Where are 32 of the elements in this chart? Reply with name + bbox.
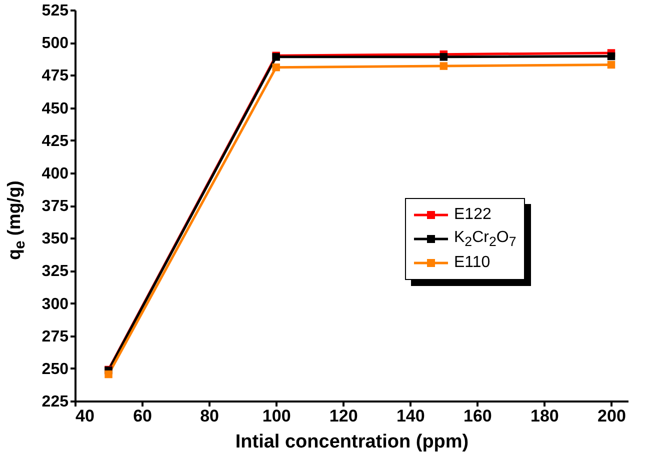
y-tick-label: 400	[42, 165, 69, 182]
y-tick-label: 475	[42, 68, 69, 85]
y-tick-label: 225	[42, 394, 69, 410]
y-tick-label: 500	[42, 35, 69, 52]
y-tick-label: 275	[42, 328, 69, 346]
y-tick-label: 425	[42, 132, 69, 150]
y-tick-label: 325	[42, 263, 69, 280]
x-tick-label: 80	[200, 406, 220, 426]
y-tick-label: 250	[42, 360, 69, 378]
x-tick-label: 120	[329, 406, 358, 426]
point	[104, 370, 112, 378]
x-tick-label: 180	[530, 406, 559, 426]
point	[440, 53, 448, 61]
x-tick-label: 140	[396, 406, 425, 426]
legend-label: E122	[454, 206, 492, 224]
y-tick-label: 450	[42, 100, 69, 118]
y-tick-label: 350	[42, 230, 69, 248]
y-tick-label: 300	[42, 296, 69, 313]
x-tick-label: 200	[598, 406, 626, 426]
point	[607, 52, 616, 60]
point	[440, 62, 448, 70]
legend-label: E110	[454, 254, 490, 272]
x-tick-label: 160	[463, 406, 492, 426]
x-tick-label: 40	[76, 406, 94, 426]
legend-label: K$_{2}$Cr$_{2}$O$_{7}$	[454, 228, 516, 250]
y-tick-label: 525	[42, 2, 69, 20]
x-axis-title: Intial concentration (ppm)	[235, 432, 469, 452]
x-tick-label: 60	[133, 406, 152, 426]
y-tick-label: 375	[42, 198, 69, 215]
point	[607, 60, 616, 69]
point	[272, 63, 280, 72]
x-tick-label: 100	[262, 406, 291, 426]
